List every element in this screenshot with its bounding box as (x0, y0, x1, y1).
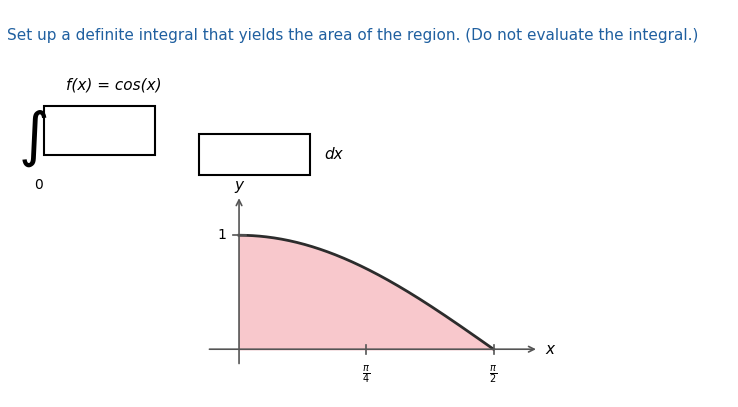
Text: $\int$: $\int$ (18, 108, 48, 169)
Text: 0: 0 (34, 178, 43, 192)
Text: x: x (545, 342, 554, 357)
Text: Set up a definite integral that yields the area of the region. (Do not evaluate : Set up a definite integral that yields t… (7, 28, 699, 44)
Bar (44, 106, 155, 155)
Text: dx: dx (325, 147, 343, 162)
Text: f(x) = cos(x): f(x) = cos(x) (66, 77, 162, 92)
Text: 1: 1 (217, 228, 226, 242)
Text: y: y (235, 178, 244, 193)
Text: $\frac{\pi}{2}$: $\frac{\pi}{2}$ (489, 363, 497, 385)
Text: $\frac{\pi}{4}$: $\frac{\pi}{4}$ (362, 363, 370, 385)
Bar (199, 134, 310, 175)
